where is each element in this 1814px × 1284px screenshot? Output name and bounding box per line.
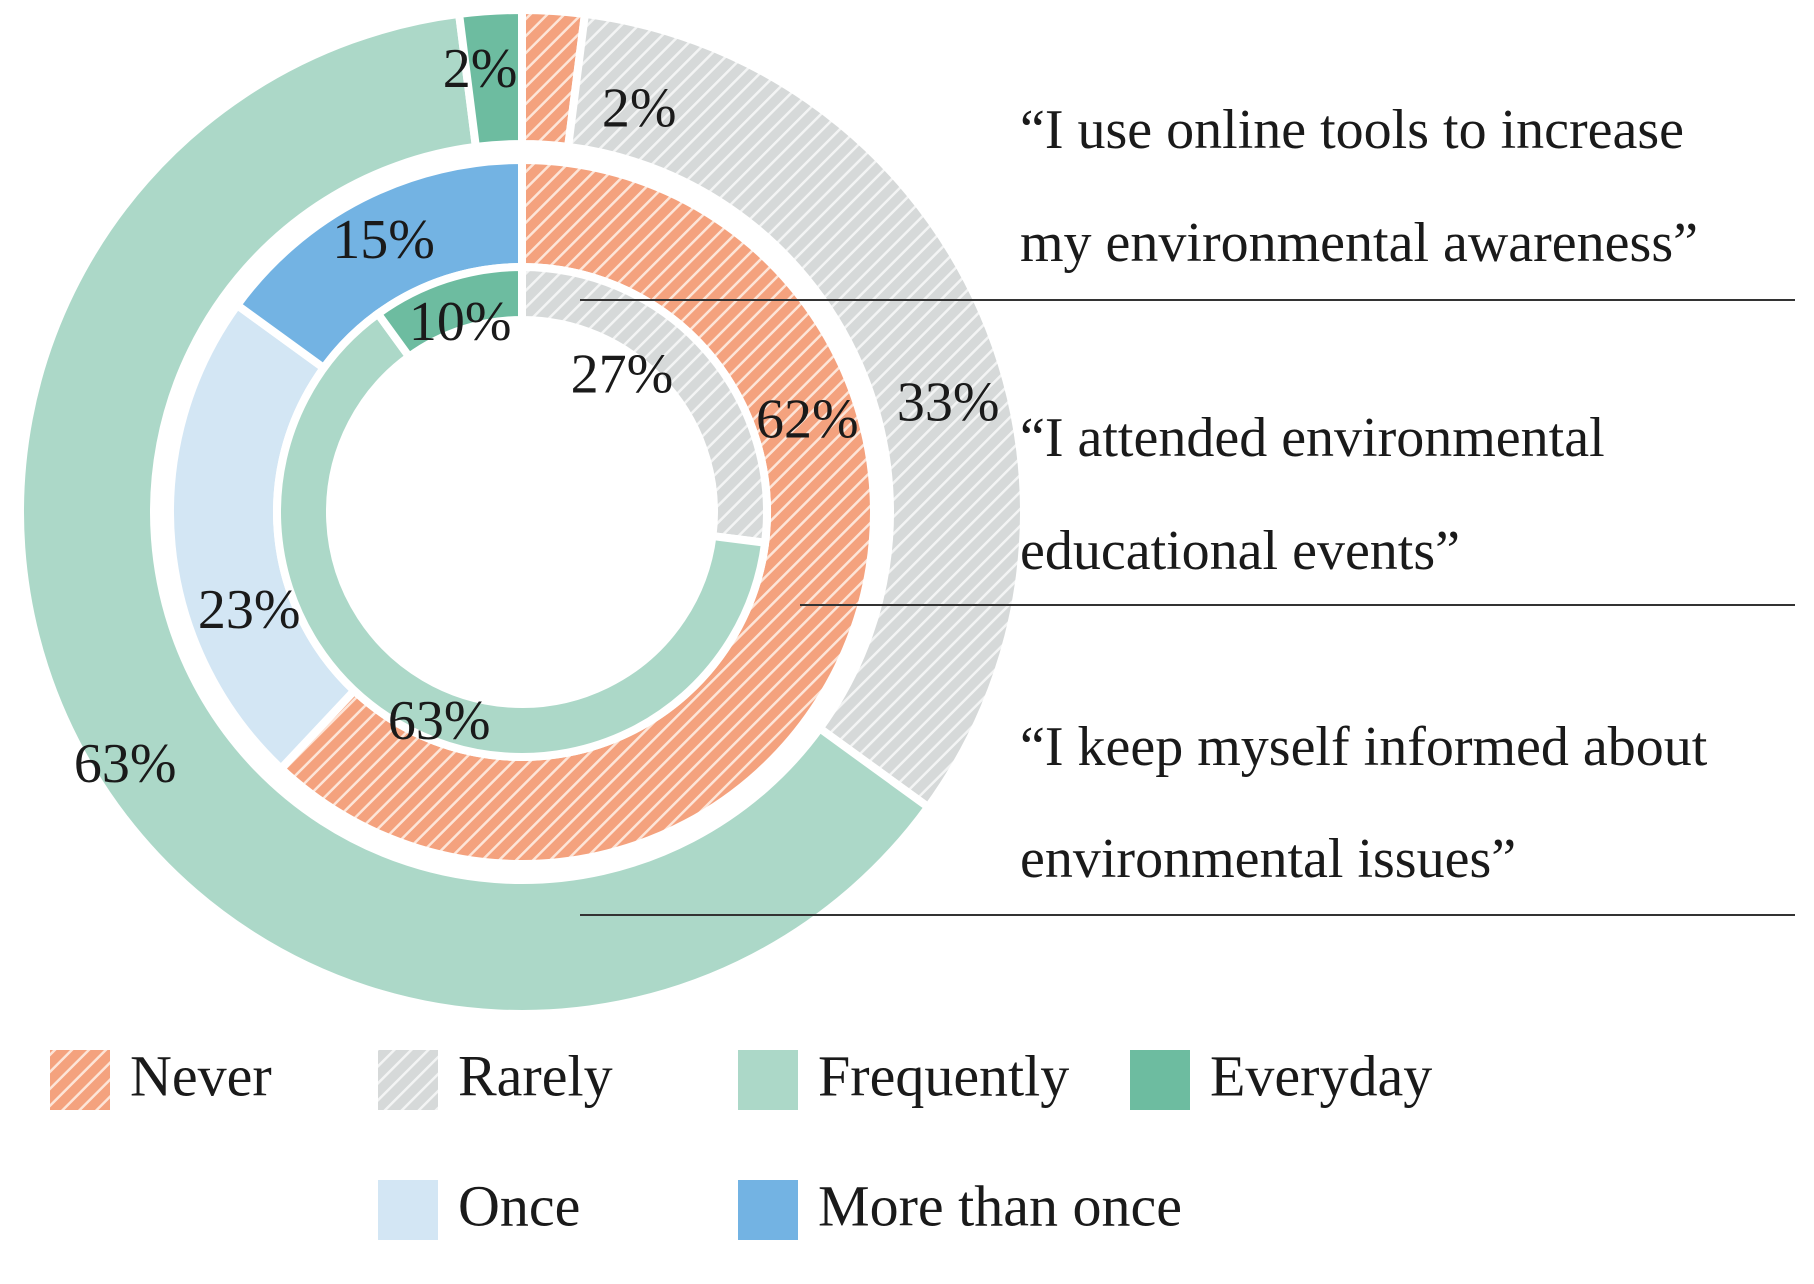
slice-label-outer-3: 2% [443,38,518,100]
slice-label-outer-2: 63% [74,733,177,795]
legend: Never Rarely Frequently Everyday Once More th… [50,1043,1432,1240]
slice-label-outer-0: 2% [602,78,677,140]
legend-label-never: Never [130,1043,272,1108]
legend-swatch-everyday [1130,1050,1190,1110]
slice-label-middle-0: 62% [756,388,859,450]
slice-inner-everyday [372,262,526,363]
question-inner-line-1: environmental issues” [1020,828,1516,890]
slice-inner-frequently [273,308,770,761]
slice-label-inner-1: 63% [388,690,491,752]
legend-swatch-rarely [378,1050,438,1110]
question-outer-line-1: my environmental awareness” [1020,212,1698,274]
slice-labels: 2% 33% 63% 2% 62% 23% 15% 27% 63% 10% [74,38,1000,795]
slice-label-middle-1: 23% [198,579,301,641]
legend-swatch-never [50,1050,110,1110]
question-middle-line-0: “I attended environmental [1020,407,1605,469]
question-labels: “I use online tools to increase my enviro… [1020,99,1708,890]
question-inner-line-0: “I keep myself informed about [1020,716,1708,778]
legend-label-everyday: Everyday [1210,1043,1432,1108]
slice-label-middle-2: 15% [332,209,435,271]
slice-outer-frequently [16,9,934,1018]
slice-label-inner-0: 27% [571,343,674,405]
legend-swatch-once [378,1180,438,1240]
legend-label-frequently: Frequently [818,1043,1069,1108]
legend-swatch-frequently [738,1050,798,1110]
legend-label-more-than-once: More than once [818,1173,1182,1238]
slice-outer-rarely [563,9,1028,813]
question-middle-line-1: educational events” [1020,520,1460,582]
legend-label-rarely: Rarely [458,1043,613,1108]
legend-label-once: Once [458,1173,580,1238]
legend-swatch-more-than-once [738,1180,798,1240]
rings [16,5,1028,1018]
slice-label-inner-2: 10% [409,291,512,353]
leader-lines [580,299,1795,916]
slice-outer-everyday [454,5,526,152]
slice-label-outer-1: 33% [897,372,1000,434]
question-outer-line-0: “I use online tools to increase [1020,99,1684,161]
